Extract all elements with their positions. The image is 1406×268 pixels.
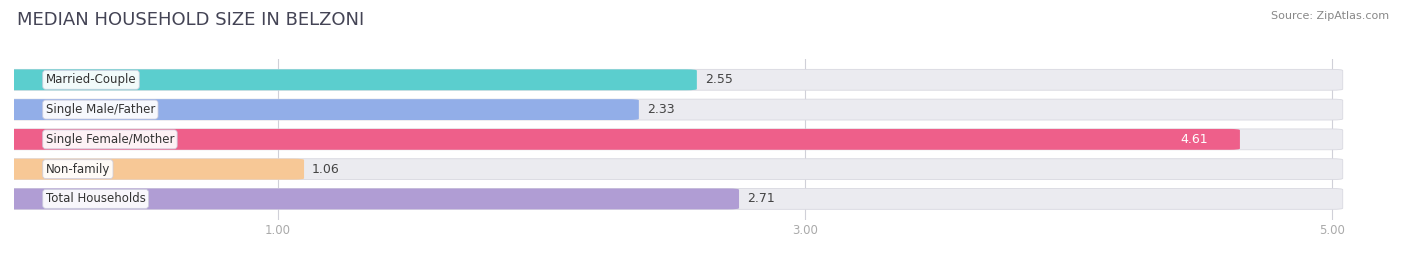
FancyBboxPatch shape (4, 69, 1343, 90)
FancyBboxPatch shape (4, 188, 740, 209)
FancyBboxPatch shape (4, 159, 304, 180)
Text: 2.55: 2.55 (704, 73, 733, 86)
Text: 2.33: 2.33 (647, 103, 675, 116)
Text: 1.06: 1.06 (312, 163, 340, 176)
FancyBboxPatch shape (4, 188, 1343, 209)
FancyBboxPatch shape (4, 99, 1343, 120)
Text: Married-Couple: Married-Couple (45, 73, 136, 86)
FancyBboxPatch shape (4, 129, 1343, 150)
Text: MEDIAN HOUSEHOLD SIZE IN BELZONI: MEDIAN HOUSEHOLD SIZE IN BELZONI (17, 11, 364, 29)
Text: Non-family: Non-family (45, 163, 110, 176)
Text: Single Female/Mother: Single Female/Mother (45, 133, 174, 146)
Text: 2.71: 2.71 (747, 192, 775, 205)
FancyBboxPatch shape (4, 159, 1343, 180)
FancyBboxPatch shape (4, 99, 638, 120)
Text: Total Households: Total Households (45, 192, 146, 205)
Text: Single Male/Father: Single Male/Father (45, 103, 155, 116)
FancyBboxPatch shape (4, 69, 697, 90)
Text: 4.61: 4.61 (1181, 133, 1208, 146)
Text: Source: ZipAtlas.com: Source: ZipAtlas.com (1271, 11, 1389, 21)
FancyBboxPatch shape (4, 129, 1240, 150)
